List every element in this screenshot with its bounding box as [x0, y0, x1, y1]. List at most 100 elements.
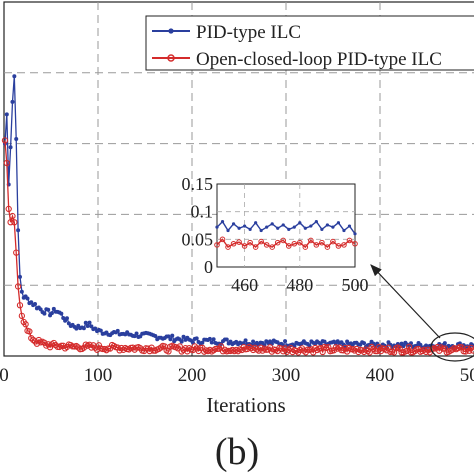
inset-data-point	[324, 244, 331, 250]
zoom-arrow	[370, 264, 441, 339]
figure-caption: (b)	[214, 431, 260, 473]
legend-marker-pid	[168, 28, 174, 34]
data-point	[209, 340, 214, 345]
series-group	[1, 74, 474, 356]
data-point	[87, 320, 92, 325]
data-point	[469, 347, 474, 354]
data-point	[366, 349, 373, 356]
inset-data-point	[287, 227, 291, 231]
inset-data-point	[254, 221, 258, 225]
inset-grid-lines	[217, 184, 355, 267]
inset-data-point	[341, 242, 347, 248]
inset-data-point	[280, 237, 287, 244]
inset-data-point	[331, 225, 335, 229]
inset-data-point	[325, 223, 329, 227]
inset-y-tick-label: 0	[204, 257, 213, 277]
data-point	[18, 312, 26, 319]
data-point	[174, 345, 182, 352]
data-point	[1, 137, 9, 144]
inset-data-point	[252, 244, 259, 250]
inset-data-point	[313, 242, 320, 248]
inset-data-point	[352, 240, 358, 247]
data-point	[5, 205, 12, 213]
data-point	[224, 337, 229, 342]
x-tick-label: 400	[366, 365, 395, 386]
data-point	[69, 343, 76, 350]
inset-data-point	[263, 242, 270, 248]
inset-data-point	[214, 242, 220, 248]
inset-frame	[216, 183, 356, 268]
data-point	[59, 311, 64, 316]
inset-data-point	[336, 221, 341, 225]
data-point	[22, 321, 29, 328]
data-point	[12, 74, 17, 79]
data-point	[29, 300, 34, 305]
inset-data-point	[259, 228, 263, 233]
zoom-region-ellipse	[430, 332, 474, 362]
inset-data-point	[302, 244, 309, 250]
data-point	[153, 333, 158, 338]
data-point	[11, 219, 18, 226]
legend-label-pid: PID-type ILC	[196, 22, 301, 43]
data-point	[33, 302, 38, 307]
inset-data-point	[291, 240, 298, 247]
inset-data-point	[270, 222, 274, 226]
data-point	[283, 339, 288, 344]
data-point	[243, 338, 248, 343]
data-point	[26, 328, 33, 335]
inset-y-tick-label: 0.1	[191, 202, 214, 222]
inset-data-point	[241, 243, 248, 249]
inset-data-point	[220, 220, 225, 224]
data-point	[74, 326, 79, 331]
data-point	[14, 283, 22, 290]
data-point	[46, 307, 51, 312]
data-point	[8, 145, 13, 150]
inset-data-point	[319, 239, 325, 246]
inset-axes: 460 480 500 0 0.05 0.1 0.15	[182, 174, 369, 295]
data-point	[166, 334, 171, 339]
data-point	[251, 339, 256, 344]
data-point	[13, 249, 20, 256]
legend-box	[145, 15, 474, 71]
inset-data-point	[314, 220, 318, 224]
inset-data-point	[243, 224, 247, 228]
data-point	[95, 342, 103, 349]
data-point	[398, 349, 405, 356]
legend-label-ocl: Open-closed-loop PID-type ILC	[196, 49, 442, 70]
inset-data-point	[346, 237, 353, 244]
inset-data-point	[292, 225, 296, 229]
data-point	[362, 341, 367, 346]
data-point	[64, 316, 69, 321]
inset-series-line-1	[216, 238, 356, 249]
inset-data-point	[247, 239, 253, 246]
data-point	[134, 331, 139, 336]
inset-data-point	[219, 236, 226, 243]
inset-x-tick-label: 460	[231, 275, 258, 295]
legend: PID-type ILC Open-closed-loop PID-type I…	[145, 15, 474, 71]
data-point	[170, 333, 175, 338]
inset-data-point	[330, 238, 336, 245]
data-point	[181, 334, 186, 339]
data-point	[318, 342, 323, 347]
data-point	[194, 336, 199, 341]
data-point	[405, 343, 413, 350]
data-point	[42, 311, 47, 316]
data-point	[293, 347, 300, 355]
inset-data-point	[353, 232, 357, 236]
inset-data-point	[236, 239, 242, 245]
inset-y-tick-label: 0.15	[182, 174, 214, 194]
x-axis: 0 100 200 300 400 500	[0, 351, 474, 386]
inset-data-point	[226, 228, 230, 233]
data-point	[16, 302, 24, 309]
inset-data-point	[276, 226, 280, 230]
data-point	[85, 323, 90, 328]
x-tick-label: 500	[460, 365, 474, 386]
inset-data-point	[225, 244, 231, 250]
data-point	[234, 348, 242, 355]
data-point	[115, 328, 120, 333]
data-point	[9, 212, 16, 220]
inset-x-tick-label: 500	[342, 275, 369, 295]
data-point	[179, 339, 184, 344]
data-point	[401, 344, 406, 349]
